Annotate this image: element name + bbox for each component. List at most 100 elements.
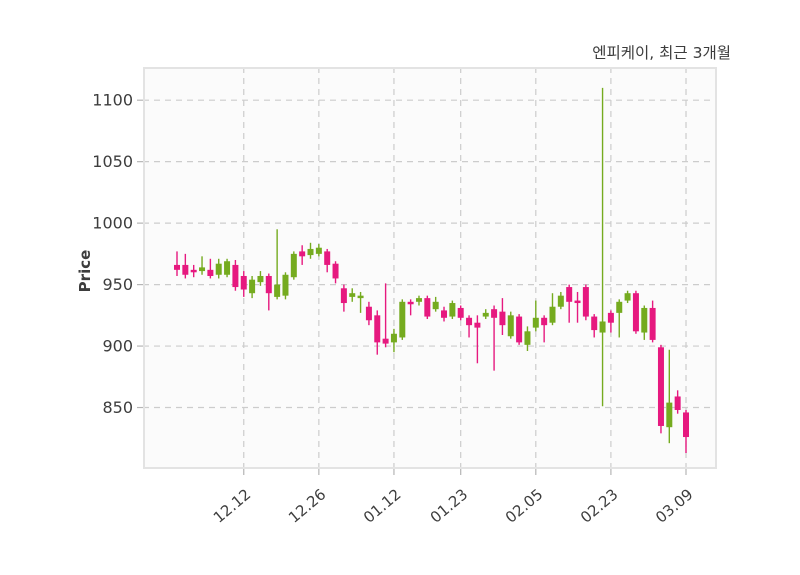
candle [390, 328, 397, 353]
candle [190, 264, 197, 278]
candle-body [415, 298, 422, 302]
candle-body [182, 264, 189, 275]
axis-ticks-layer [137, 99, 687, 475]
candle-body [532, 317, 539, 328]
candle-body [332, 263, 339, 279]
x-tick-label: 12.12 [210, 485, 254, 526]
candle [215, 258, 222, 279]
candle [249, 275, 256, 299]
candle-body [641, 307, 648, 333]
candle-body [449, 303, 456, 317]
candle [657, 344, 664, 434]
candle [307, 242, 314, 259]
candle [432, 296, 439, 312]
candle [424, 295, 431, 320]
candle-body [491, 309, 498, 318]
candle-body [374, 315, 381, 343]
candle [174, 251, 180, 276]
candle-body [566, 287, 573, 302]
candle [257, 271, 264, 286]
candle-body [399, 301, 406, 338]
candle-body [574, 300, 581, 304]
candle [240, 271, 247, 297]
candle-body [582, 287, 589, 317]
candle [499, 298, 506, 335]
candle-body [324, 251, 331, 265]
candle-body [349, 293, 356, 297]
candle-body [207, 269, 214, 276]
candle [457, 305, 464, 321]
candle-body [649, 307, 656, 340]
candle-body [657, 347, 664, 426]
x-tick-label: 01.12 [360, 485, 404, 526]
candle [232, 260, 239, 291]
candle [674, 390, 681, 414]
candle-body [174, 264, 180, 270]
x-tick-label: 01.23 [427, 485, 471, 526]
y-tick-label: 850 [102, 398, 133, 417]
candle [491, 305, 498, 371]
candle-body [265, 275, 272, 294]
candle [466, 315, 473, 338]
candle [349, 288, 356, 302]
candle [541, 315, 548, 343]
candle [574, 291, 581, 323]
candle [374, 310, 381, 355]
candle-body [232, 264, 239, 288]
candle [449, 300, 456, 320]
candle-body [257, 275, 264, 283]
x-tick-label: 02.23 [577, 485, 621, 526]
candle-body [274, 284, 281, 297]
candle [683, 409, 689, 454]
candle [482, 309, 489, 320]
candle [340, 284, 347, 312]
candle-body [591, 316, 598, 331]
candle-body [466, 317, 473, 326]
gridlines-layer [143, 67, 717, 469]
y-tick-label: 1050 [92, 152, 133, 171]
candle-body [382, 338, 389, 344]
candle-body [507, 315, 514, 337]
candle-body [224, 261, 231, 275]
candle-body [190, 269, 197, 273]
candle-body [624, 293, 631, 301]
candle-body [616, 301, 623, 313]
candle-body [249, 279, 256, 294]
candle [407, 299, 414, 316]
candle [632, 290, 639, 334]
candle-body [441, 310, 448, 318]
candle-body [424, 298, 431, 317]
candle [516, 314, 523, 345]
candle-body [632, 293, 639, 332]
candle [332, 261, 339, 284]
y-axis-title: Price [76, 250, 94, 293]
candle [507, 311, 514, 339]
candle-body [607, 312, 614, 323]
candle-body [282, 274, 289, 296]
candle-body [240, 275, 247, 290]
candle-body [365, 306, 372, 321]
candle [357, 291, 364, 313]
candle [224, 258, 231, 278]
candle-body [340, 288, 347, 304]
candle [282, 272, 289, 300]
candle [315, 244, 322, 257]
candle-body [524, 331, 531, 345]
plot-border [143, 67, 717, 469]
candle-body [315, 247, 322, 254]
candle [399, 299, 406, 340]
candle [365, 301, 372, 326]
candle-body [457, 307, 464, 318]
candle [549, 293, 556, 326]
candle [207, 258, 214, 279]
candle-body [541, 317, 548, 326]
candle [415, 295, 422, 306]
candle [199, 256, 206, 275]
candle-body [299, 251, 306, 257]
x-tick-label: 12.26 [285, 485, 329, 526]
candle [649, 300, 656, 343]
candle-body [557, 295, 564, 307]
candle-body [549, 306, 556, 323]
candle-body [474, 322, 481, 328]
